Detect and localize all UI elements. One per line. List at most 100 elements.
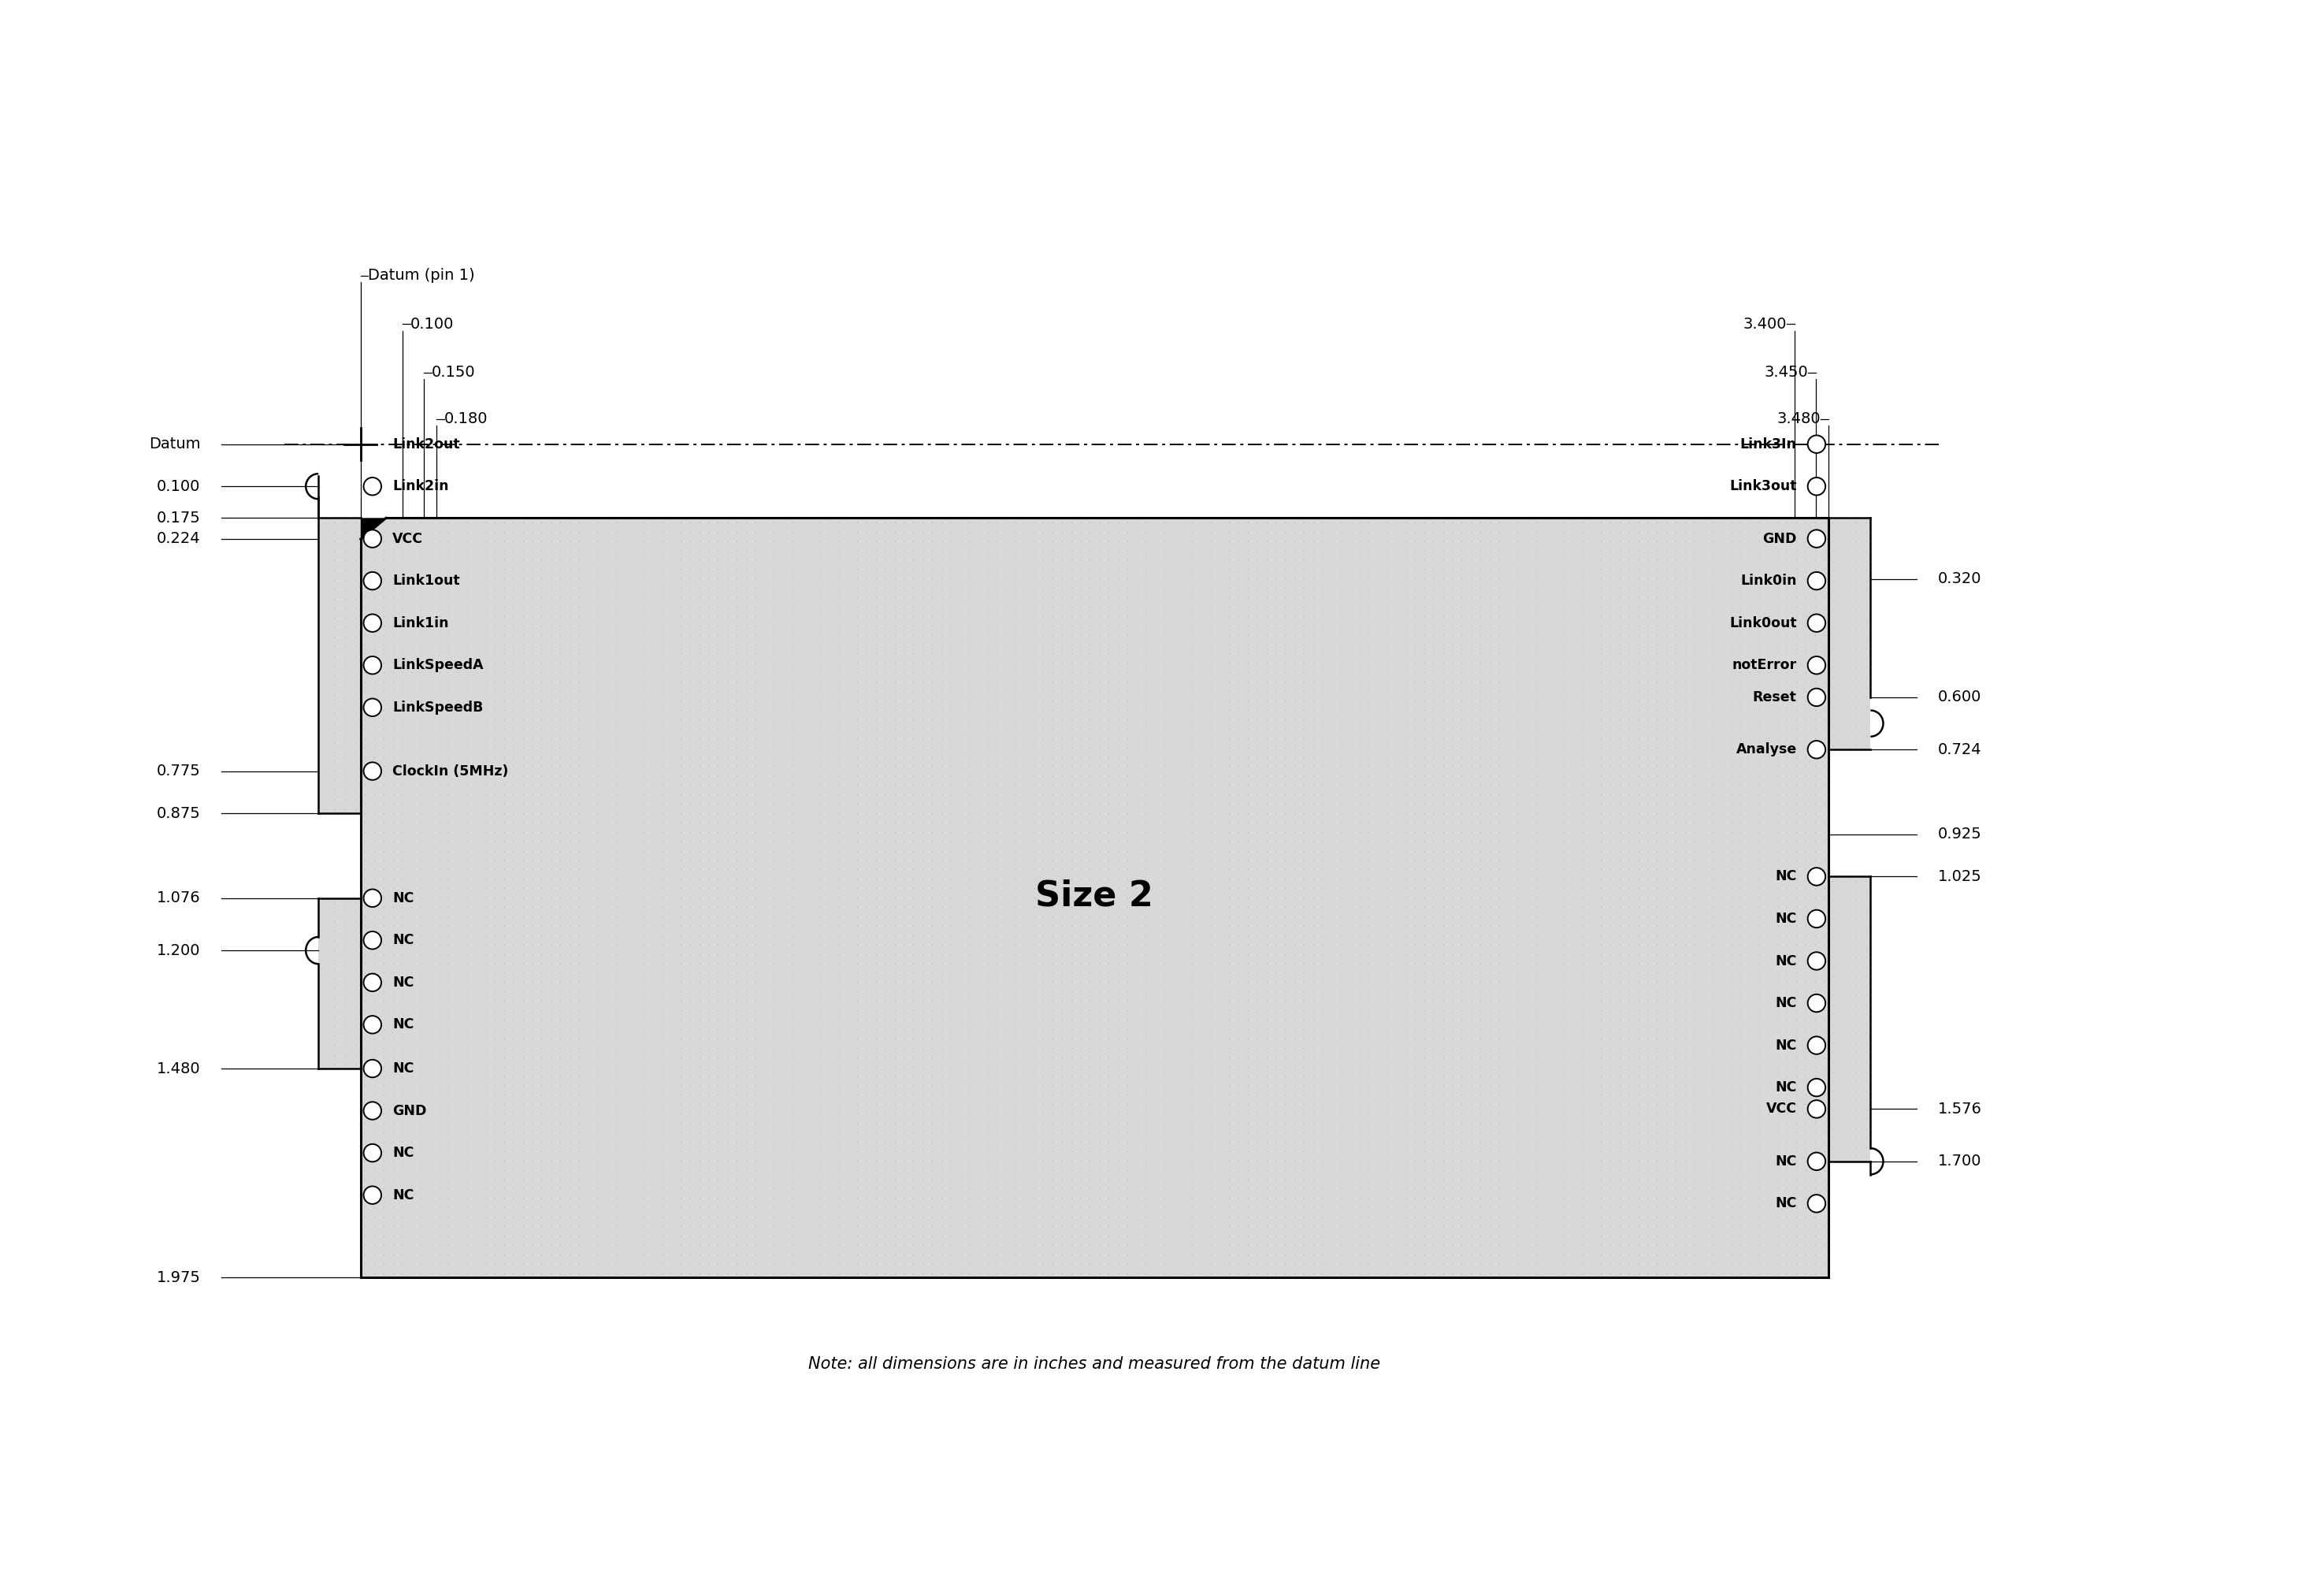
Point xyxy=(365,1214,402,1239)
Point xyxy=(727,594,765,619)
Point xyxy=(792,810,830,835)
Point xyxy=(337,673,374,698)
Point xyxy=(988,988,1025,1013)
Point xyxy=(1564,1166,1601,1191)
Point xyxy=(1127,886,1164,911)
Point xyxy=(988,1214,1025,1239)
Point xyxy=(997,950,1034,976)
Point xyxy=(830,697,867,722)
Point xyxy=(1713,979,1750,1004)
Point xyxy=(1332,744,1369,769)
Point xyxy=(1006,575,1043,600)
Point xyxy=(1099,753,1136,779)
Circle shape xyxy=(363,889,381,906)
Point xyxy=(1025,960,1062,985)
Point xyxy=(1183,876,1220,901)
Point xyxy=(430,575,467,600)
Point xyxy=(653,519,690,544)
Point xyxy=(1155,1251,1192,1277)
Point xyxy=(1443,1138,1480,1163)
Point xyxy=(346,820,383,845)
Point xyxy=(1685,697,1722,722)
Point xyxy=(1146,679,1183,704)
Point xyxy=(1378,547,1415,572)
Point xyxy=(1611,905,1648,930)
Point xyxy=(560,1232,597,1258)
Point xyxy=(1722,820,1759,845)
Point xyxy=(1090,857,1127,883)
Point xyxy=(1183,1045,1220,1070)
Point xyxy=(662,848,700,873)
Point xyxy=(1564,1054,1601,1080)
Point xyxy=(969,1176,1006,1201)
Point xyxy=(1239,876,1276,901)
Point xyxy=(1778,509,1815,534)
Point xyxy=(1425,753,1462,779)
Point xyxy=(904,1176,941,1201)
Point xyxy=(1611,651,1648,676)
Point xyxy=(588,537,625,563)
Point xyxy=(765,1092,802,1117)
Point xyxy=(1750,838,1787,864)
Point xyxy=(541,585,579,610)
Point xyxy=(476,1232,514,1258)
Point xyxy=(476,1251,514,1277)
Point xyxy=(774,905,811,930)
Point xyxy=(960,697,997,722)
Point xyxy=(1202,886,1239,911)
Point xyxy=(1006,913,1043,938)
Point xyxy=(1257,1185,1294,1210)
Point xyxy=(1155,1092,1192,1117)
Point xyxy=(876,716,913,741)
Point xyxy=(1583,1138,1620,1163)
Point xyxy=(1480,670,1518,695)
Point xyxy=(579,623,616,648)
Point xyxy=(1294,941,1332,966)
Point xyxy=(895,566,932,591)
Point xyxy=(1443,1185,1480,1210)
Point xyxy=(1685,1128,1722,1154)
Point xyxy=(1034,1185,1071,1210)
Point xyxy=(1778,960,1815,985)
Point xyxy=(560,1054,597,1080)
Point xyxy=(802,585,839,610)
Point xyxy=(644,594,681,619)
Point xyxy=(1564,905,1601,930)
Point xyxy=(867,623,904,648)
Point xyxy=(1657,1232,1694,1258)
Point xyxy=(1611,801,1648,826)
Point xyxy=(1202,1102,1239,1127)
Point xyxy=(486,1128,523,1154)
Point xyxy=(588,950,625,976)
Point xyxy=(727,1166,765,1191)
Point xyxy=(969,1035,1006,1061)
Point xyxy=(560,509,597,534)
Point xyxy=(1174,867,1211,892)
Point xyxy=(1202,820,1239,845)
Point xyxy=(514,1026,551,1051)
Point xyxy=(839,613,876,638)
Point xyxy=(1350,1261,1387,1286)
Point xyxy=(820,670,858,695)
Point xyxy=(1267,604,1304,629)
Point xyxy=(1490,1073,1527,1098)
Point xyxy=(1806,725,1843,750)
Point xyxy=(374,988,411,1013)
Point xyxy=(802,1119,839,1144)
Point xyxy=(885,1092,923,1117)
Point xyxy=(811,566,848,591)
Point xyxy=(523,697,560,722)
Point xyxy=(1620,931,1657,957)
Point xyxy=(1267,1092,1304,1117)
Point xyxy=(346,998,383,1023)
Point xyxy=(1034,829,1071,854)
Point xyxy=(1155,969,1192,994)
Point xyxy=(737,1054,774,1080)
Point xyxy=(1629,1232,1666,1258)
Point xyxy=(1769,613,1806,638)
Point xyxy=(1109,763,1146,788)
Point xyxy=(913,566,951,591)
Point xyxy=(1155,670,1192,695)
Point xyxy=(588,801,625,826)
Point xyxy=(1778,744,1815,769)
